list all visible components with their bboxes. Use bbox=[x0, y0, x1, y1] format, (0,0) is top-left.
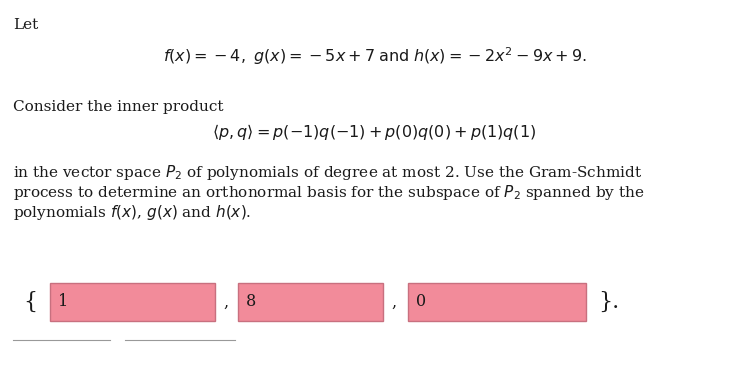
Text: process to determine an orthonormal basis for the subspace of $P_2$ spanned by t: process to determine an orthonormal basi… bbox=[13, 183, 644, 202]
Text: in the vector space $P_2$ of polynomials of degree at most 2. Use the Gram-Schmi: in the vector space $P_2$ of polynomials… bbox=[13, 163, 642, 182]
Text: ,: , bbox=[392, 294, 396, 311]
Text: 0: 0 bbox=[416, 294, 426, 311]
FancyBboxPatch shape bbox=[50, 283, 215, 321]
Text: Let: Let bbox=[13, 18, 38, 32]
Text: Consider the inner product: Consider the inner product bbox=[13, 100, 223, 114]
FancyBboxPatch shape bbox=[408, 283, 586, 321]
Text: $\langle p, q\rangle = p(-1)q(-1) + p(0)q(0) + p(1)q(1)$: $\langle p, q\rangle = p(-1)q(-1) + p(0)… bbox=[213, 122, 536, 142]
Text: 1: 1 bbox=[58, 294, 68, 311]
Text: }.: }. bbox=[598, 291, 619, 313]
Text: {: { bbox=[23, 291, 37, 313]
Text: polynomials $f(x)$, $g(x)$ and $h(x)$.: polynomials $f(x)$, $g(x)$ and $h(x)$. bbox=[13, 203, 252, 222]
Text: ,: , bbox=[223, 294, 228, 311]
Text: 8: 8 bbox=[246, 294, 256, 311]
FancyBboxPatch shape bbox=[238, 283, 383, 321]
Text: $f(x) = -4,\ g(x) = -5x + 7\;\mathrm{and}\;h(x) = -2x^2 - 9x + 9.$: $f(x) = -4,\ g(x) = -5x + 7\;\mathrm{and… bbox=[163, 45, 586, 67]
